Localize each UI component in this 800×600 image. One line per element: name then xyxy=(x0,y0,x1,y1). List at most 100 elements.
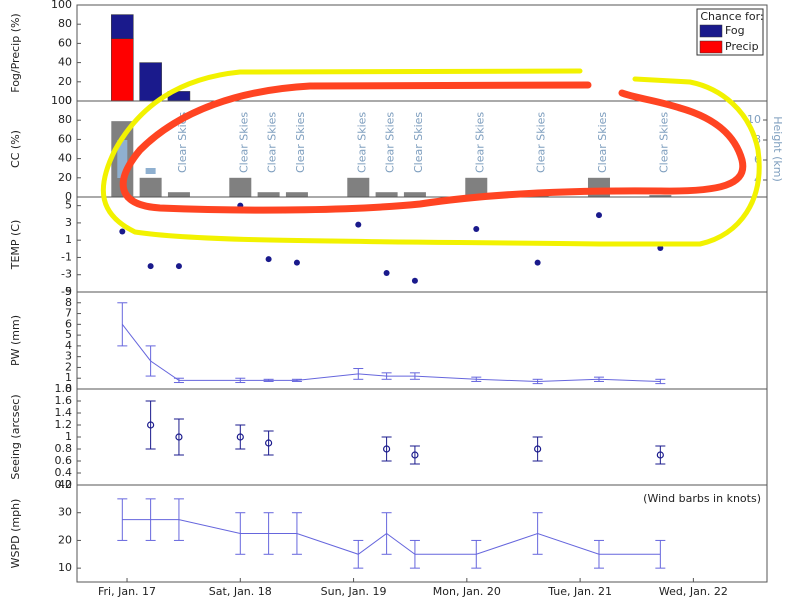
y-tick-label: 80 xyxy=(58,17,72,30)
bar xyxy=(649,195,672,197)
error-bar xyxy=(353,539,364,569)
y-tick-label: 20 xyxy=(58,171,72,184)
x-tick-label: Mon, Jan. 20 xyxy=(433,585,501,598)
y-axis-label: TEMP (C) xyxy=(9,220,22,271)
yellow-loop xyxy=(100,68,762,247)
annotation: (Wind barbs in knots) xyxy=(643,492,761,505)
error-bar xyxy=(145,400,156,450)
y-tick-label: 6 xyxy=(65,317,72,330)
bar xyxy=(375,192,398,197)
y-axis-label: PW (mm) xyxy=(9,315,22,366)
hand-drawn-annotations xyxy=(100,68,762,247)
y-tick-label: 0 xyxy=(65,94,72,107)
red-loop xyxy=(119,81,747,214)
y-tick-label: 80 xyxy=(58,113,72,126)
cloud-annotation: Clear Skies xyxy=(535,112,548,173)
y-tick-label: -3 xyxy=(61,268,72,281)
point xyxy=(147,421,155,429)
y-tick-label: 20 xyxy=(58,75,72,88)
cloud-annotation: Clear Skies xyxy=(657,112,670,173)
legend-label: Fog xyxy=(725,24,745,37)
panel-frame xyxy=(76,484,768,583)
cloud-annotation: Clear Skies xyxy=(266,112,279,173)
error-bar xyxy=(655,445,666,465)
bar xyxy=(465,177,488,197)
error-bar xyxy=(235,424,246,450)
panel-frame xyxy=(76,388,768,486)
y-tick-label: 40 xyxy=(58,478,72,491)
y-tick-label: 1 xyxy=(65,371,72,384)
y-tick-label: 7 xyxy=(65,307,72,320)
error-bar xyxy=(532,378,543,385)
y-tick-label: 1.4 xyxy=(55,406,73,419)
y-tick-label: 40 xyxy=(58,152,72,165)
error-bar xyxy=(381,512,392,555)
cloud-annotation: Clear Skies xyxy=(473,112,486,173)
point xyxy=(383,445,391,453)
y-tick-label: 100 xyxy=(51,94,72,107)
error-bar xyxy=(145,345,156,377)
point xyxy=(595,212,602,219)
point xyxy=(411,451,419,459)
error-bar xyxy=(173,377,184,384)
y2-axis-label: Height (km) xyxy=(771,116,784,182)
y-tick-label: 60 xyxy=(58,132,72,145)
error-bar xyxy=(145,498,156,541)
point xyxy=(411,277,418,284)
error-bar xyxy=(117,302,128,347)
cloud-annotation: Clear Skies xyxy=(176,112,189,173)
error-bar xyxy=(263,378,274,382)
error-bar xyxy=(409,445,420,465)
legend: Chance for:Fog Precip xyxy=(696,8,764,56)
y-tick-label: 1.8 xyxy=(55,382,73,395)
error-bar xyxy=(532,436,543,462)
y-tick-label: 8 xyxy=(65,296,72,309)
error-bar xyxy=(291,378,302,382)
error-bar xyxy=(381,372,392,380)
error-bar xyxy=(235,512,246,555)
point xyxy=(534,445,542,453)
line xyxy=(122,519,661,555)
error-bar xyxy=(117,498,128,541)
cloud-annotation: Clear Skies xyxy=(237,112,250,173)
point xyxy=(656,451,664,459)
error-bar xyxy=(409,372,420,380)
error-bar xyxy=(593,539,604,569)
point xyxy=(236,433,244,441)
point xyxy=(265,439,273,447)
error-bar xyxy=(235,377,246,384)
point xyxy=(355,221,362,228)
error-bar xyxy=(291,512,302,555)
y-tick-label: 1.6 xyxy=(55,394,73,407)
point xyxy=(473,225,480,232)
error-bar xyxy=(173,498,184,541)
y-tick-label: 5 xyxy=(65,328,72,341)
y-axis-label: CC (%) xyxy=(9,130,22,168)
legend-swatch xyxy=(699,40,723,54)
error-bar xyxy=(532,512,543,555)
y-tick-label: 0.2 xyxy=(55,478,73,491)
point xyxy=(383,270,390,276)
bar xyxy=(285,192,308,197)
y-tick-label: 10 xyxy=(58,561,72,574)
y-tick-label: 5 xyxy=(65,199,72,212)
bar-segment xyxy=(111,38,134,102)
cloud-annotation: Clear Skies xyxy=(596,112,609,173)
bar xyxy=(229,177,252,197)
bar xyxy=(257,192,280,197)
y-tick-label: 60 xyxy=(58,36,72,49)
point xyxy=(265,256,272,263)
point xyxy=(119,228,126,235)
error-bar xyxy=(409,539,420,569)
error-bar xyxy=(381,436,392,462)
y-tick-label: 0 xyxy=(65,382,72,395)
error-bar xyxy=(353,368,364,380)
y-tick-label: -1 xyxy=(61,250,72,263)
point xyxy=(175,263,182,270)
y-tick-label: 40 xyxy=(58,56,72,69)
error-bar xyxy=(655,539,666,569)
cloud-height-bar xyxy=(145,168,156,174)
cloud-height-bar xyxy=(117,140,128,178)
